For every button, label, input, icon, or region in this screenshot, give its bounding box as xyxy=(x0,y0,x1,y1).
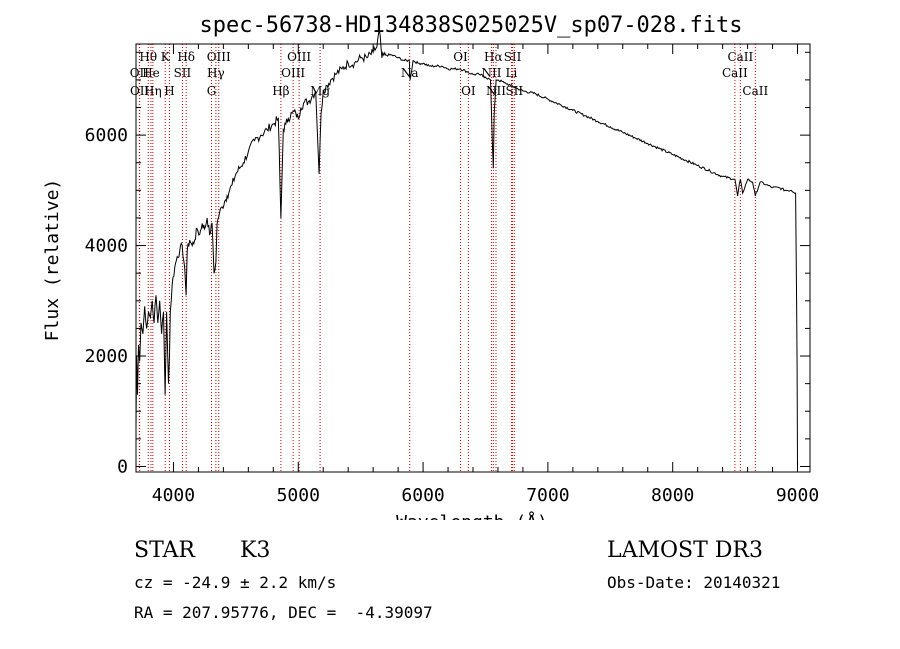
line-marker-label: OIII xyxy=(281,66,305,80)
line-marker-label: OIII xyxy=(207,50,231,64)
line-marker-label: SII xyxy=(505,84,523,98)
plot-frame xyxy=(135,43,811,473)
line-marker-label: SII xyxy=(174,66,192,80)
x-tick-label: 5000 xyxy=(277,485,320,506)
y-tick-label: 2000 xyxy=(85,346,128,367)
line-marker-label: K xyxy=(161,50,171,64)
spectrum-chart: spec-56738-HD134838S025025V_sp07-028.fit… xyxy=(42,13,819,520)
line-marker-label: SII xyxy=(504,50,522,64)
line-marker-label: Hη xyxy=(144,84,162,98)
survey-name: LAMOST DR3 xyxy=(607,538,763,563)
axis-ticks: 4000 5000 6000 7000 8000 9000 0 2000 4000 6000 xyxy=(85,44,819,506)
chart-title: spec-56738-HD134838S025025V_sp07-028.fit… xyxy=(199,13,742,38)
line-marker-label: Hθ xyxy=(139,50,157,64)
line-marker-label: NII xyxy=(481,66,501,80)
x-tick-label: 6000 xyxy=(401,485,444,506)
line-marker-label: OI xyxy=(453,50,468,64)
x-axis-label: Wavelength (Å) xyxy=(396,511,548,520)
y-axis-label: Flux (relative) xyxy=(42,179,63,342)
x-tick-label: 8000 xyxy=(651,485,694,506)
line-marker-label: G xyxy=(207,84,217,98)
line-marker-label: OII xyxy=(130,84,150,98)
line-marker-label: OII xyxy=(130,66,150,80)
line-marker-label: H xyxy=(164,84,174,98)
coordinates: RA = 207.95776, DEC = -4.39097 xyxy=(134,603,433,622)
x-tick-label: 4000 xyxy=(152,485,195,506)
line-marker-label: OI xyxy=(461,84,476,98)
subclass: K3 xyxy=(240,538,271,563)
line-marker-label: CaII xyxy=(727,50,753,64)
observation-date: Obs-Date: 20140321 xyxy=(607,573,781,592)
x-tick-label: 7000 xyxy=(526,485,569,506)
redshift: cz = -24.9 ± 2.2 km/s xyxy=(134,573,337,592)
y-tick-label: 0 xyxy=(117,456,128,477)
x-tick-label: 9000 xyxy=(776,485,819,506)
flux-series-line xyxy=(135,30,798,467)
line-marker-label: Hα xyxy=(484,50,503,64)
y-tick-label: 4000 xyxy=(85,236,128,257)
line-marker-label: OIII xyxy=(287,50,311,64)
line-marker-label: Hβ xyxy=(272,84,289,98)
line-marker-label: CaII xyxy=(742,84,768,98)
line-marker-label: CaII xyxy=(722,66,748,80)
line-marker-label: Li xyxy=(506,66,518,80)
y-tick-label: 6000 xyxy=(85,125,128,146)
line-marker-label: Hδ xyxy=(177,50,195,64)
object-type: STAR xyxy=(134,538,195,563)
line-marker-label: Hγ xyxy=(207,66,225,80)
line-marker-label: He xyxy=(142,66,160,80)
